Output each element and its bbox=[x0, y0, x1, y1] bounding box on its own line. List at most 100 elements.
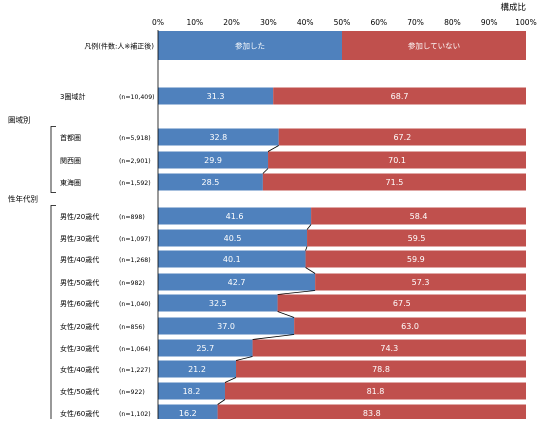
row-label: 女性/30歳代 bbox=[60, 344, 99, 353]
data-label-not-participated: 67.2 bbox=[393, 133, 411, 142]
row-sample-size: (n=1,064) bbox=[119, 346, 151, 353]
row-label: 男性/20歳代 bbox=[60, 212, 99, 221]
row-label: 男性/30歳代 bbox=[60, 234, 99, 243]
connector-line bbox=[252, 334, 295, 340]
data-label-not-participated: 63.0 bbox=[401, 322, 419, 331]
data-label-not-participated: 57.3 bbox=[412, 278, 430, 287]
bar-participated bbox=[158, 360, 237, 378]
bar-not-participated bbox=[305, 250, 526, 268]
x-tick-label: 70% bbox=[407, 18, 424, 27]
row-sample-size: (n=1,097) bbox=[119, 236, 151, 243]
data-label-not-participated: 70.1 bbox=[388, 156, 406, 165]
connector-line bbox=[267, 145, 279, 152]
row-sample-size: (n=1,592) bbox=[119, 180, 151, 187]
bar-participated bbox=[158, 87, 274, 105]
legend-swatch bbox=[342, 31, 526, 60]
data-label-participated: 41.6 bbox=[226, 212, 244, 221]
connector-line bbox=[224, 377, 237, 383]
bar-participated bbox=[158, 382, 225, 400]
row-label: 男性/50歳代 bbox=[60, 278, 99, 287]
data-label-participated: 28.5 bbox=[202, 178, 220, 187]
x-tick-label: 10% bbox=[186, 18, 203, 27]
bar-participated bbox=[158, 404, 218, 422]
bar-not-participated bbox=[277, 294, 526, 312]
x-tick-label: 50% bbox=[334, 18, 351, 27]
connector-line bbox=[217, 399, 226, 405]
data-label-participated: 32.5 bbox=[209, 299, 227, 308]
bar-participated bbox=[158, 173, 263, 191]
connector-line bbox=[306, 224, 312, 230]
data-label-not-participated: 81.8 bbox=[367, 387, 385, 396]
row-label: 男性/60歳代 bbox=[60, 299, 99, 308]
row-label: 首都圏 bbox=[60, 133, 81, 142]
group-label: 性年代別 bbox=[8, 194, 38, 204]
row-label: 女性/50歳代 bbox=[60, 387, 99, 396]
connector-line bbox=[277, 311, 295, 318]
row-sample-size: (n=922) bbox=[119, 389, 145, 396]
connector-line bbox=[305, 246, 308, 251]
data-label-not-participated: 67.5 bbox=[393, 299, 411, 308]
row-label: 男性/40歳代 bbox=[60, 255, 99, 264]
bar-not-participated bbox=[236, 360, 527, 378]
x-tick-label: 80% bbox=[444, 18, 461, 27]
bar-participated bbox=[158, 339, 253, 357]
data-label-participated: 40.5 bbox=[224, 234, 242, 243]
row-label: 3圏域計 bbox=[60, 92, 85, 101]
bar-participated bbox=[158, 250, 306, 268]
group-bracket bbox=[50, 205, 56, 423]
legend-item-label: 参加した bbox=[235, 41, 265, 51]
bar-not-participated bbox=[262, 173, 526, 191]
x-tick-label: 90% bbox=[481, 18, 498, 27]
x-tick-label: 60% bbox=[370, 18, 387, 27]
bar-participated bbox=[158, 273, 316, 291]
group-bracket bbox=[50, 126, 56, 193]
data-label-participated: 40.1 bbox=[223, 255, 241, 264]
bar-not-participated bbox=[273, 87, 526, 105]
legend-item-label: 参加していない bbox=[408, 41, 460, 51]
data-label-not-participated: 59.9 bbox=[407, 255, 425, 264]
row-sample-size: (n=2,901) bbox=[119, 158, 151, 165]
x-tick-label: 30% bbox=[260, 18, 277, 27]
row-sample-size: (n=1,227) bbox=[119, 367, 151, 374]
connector-line bbox=[262, 168, 269, 174]
bar-not-participated bbox=[268, 151, 526, 169]
row-sample-size: (n=856) bbox=[119, 324, 145, 331]
data-label-participated: 25.7 bbox=[196, 344, 214, 353]
data-label-participated: 31.3 bbox=[207, 92, 225, 101]
connector-line bbox=[277, 290, 316, 295]
data-label-participated: 29.9 bbox=[204, 156, 222, 165]
bar-participated bbox=[158, 294, 278, 312]
data-label-not-participated: 83.8 bbox=[363, 409, 381, 418]
row-sample-size: (n=5,918) bbox=[119, 135, 151, 142]
legend-label: 凡例(件数:人※補正後) bbox=[84, 42, 154, 51]
bar-not-participated bbox=[307, 229, 526, 247]
row-sample-size: (n=982) bbox=[119, 280, 145, 287]
unit-label: 構成比 bbox=[500, 2, 526, 13]
row-label: 東海圏 bbox=[60, 178, 81, 187]
bar-participated bbox=[158, 128, 279, 146]
data-label-participated: 21.2 bbox=[188, 365, 206, 374]
data-label-participated: 37.0 bbox=[217, 322, 235, 331]
data-label-not-participated: 59.5 bbox=[408, 234, 426, 243]
row-label: 女性/60歳代 bbox=[60, 409, 99, 418]
row-label: 女性/20歳代 bbox=[60, 322, 99, 331]
bar-not-participated bbox=[224, 382, 526, 400]
bar-participated bbox=[158, 229, 308, 247]
x-tick-label: 100% bbox=[515, 18, 536, 27]
bar-participated bbox=[158, 207, 312, 225]
row-sample-size: (n=898) bbox=[119, 214, 145, 221]
row-sample-size: (n=1,040) bbox=[119, 301, 151, 308]
row-sample-size: (n=1,102) bbox=[119, 411, 151, 418]
data-label-not-participated: 74.3 bbox=[380, 344, 398, 353]
bar-participated bbox=[158, 317, 295, 335]
data-label-participated: 16.2 bbox=[179, 409, 197, 418]
data-label-participated: 18.2 bbox=[183, 387, 201, 396]
connector-line bbox=[305, 267, 316, 274]
group-label: 圏域別 bbox=[8, 115, 31, 125]
data-label-not-participated: 68.7 bbox=[391, 92, 409, 101]
x-tick-label: 20% bbox=[223, 18, 240, 27]
bar-not-participated bbox=[311, 207, 526, 225]
data-label-participated: 42.7 bbox=[228, 278, 246, 287]
